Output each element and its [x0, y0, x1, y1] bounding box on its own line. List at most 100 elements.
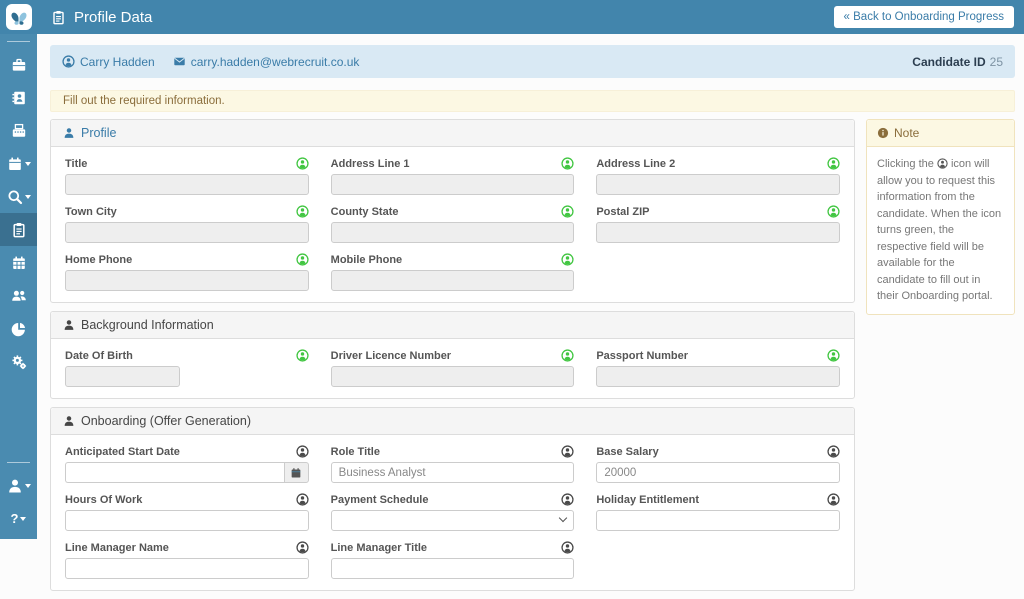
sidebar-item-contacts[interactable] — [0, 81, 37, 114]
onboarding-panel: Onboarding (Offer Generation) Anticipate… — [50, 407, 855, 591]
profile-panel-title: Profile — [81, 126, 116, 140]
field-base-salary: Base Salary — [596, 444, 840, 483]
sidebar-divider — [7, 41, 30, 42]
field-date-of-birth: Date Of Birth — [65, 348, 309, 387]
field-label: Address Line 1 — [331, 158, 410, 170]
app-logo[interactable] — [6, 4, 32, 30]
page-title: Profile Data — [74, 9, 152, 26]
request-info-icon[interactable] — [296, 493, 309, 506]
note-panel-heading: Note — [867, 120, 1014, 147]
request-info-icon[interactable] — [561, 541, 574, 554]
help-icon: ? — [11, 511, 19, 526]
user-circle-icon — [62, 55, 75, 68]
line-manager-title-input[interactable] — [331, 558, 575, 579]
topbar: Profile Data « Back to Onboarding Progre… — [37, 0, 1024, 34]
request-info-icon[interactable] — [296, 157, 309, 170]
sidebar-item-candidates[interactable] — [0, 279, 37, 312]
driver-licence-input — [331, 366, 575, 387]
county-state-input — [331, 222, 575, 243]
sidebar-item-onboarding-active[interactable] — [0, 213, 37, 246]
role-title-input[interactable] — [331, 462, 575, 483]
request-info-icon[interactable] — [827, 445, 840, 458]
field-label: Payment Schedule — [331, 494, 429, 506]
envelope-icon — [173, 55, 186, 68]
content-area: Carry Hadden carry.hadden@webrecruit.co.… — [37, 34, 1024, 539]
request-info-icon[interactable] — [827, 349, 840, 362]
date-of-birth-input — [65, 366, 180, 387]
butterfly-logo-icon — [9, 7, 29, 27]
request-info-icon[interactable] — [296, 349, 309, 362]
request-info-icon[interactable] — [561, 445, 574, 458]
holiday-entitlement-input[interactable] — [596, 510, 840, 531]
candidate-name: Carry Hadden — [80, 55, 155, 69]
request-info-icon[interactable] — [561, 205, 574, 218]
field-hours-of-work: Hours Of Work — [65, 492, 309, 531]
request-info-icon[interactable] — [296, 205, 309, 218]
field-label: Date Of Birth — [65, 350, 133, 362]
request-info-icon[interactable] — [827, 205, 840, 218]
sidebar-item-user-menu[interactable] — [0, 469, 37, 502]
candidate-info-bar: Carry Hadden carry.hadden@webrecruit.co.… — [50, 45, 1015, 78]
field-label: Hours Of Work — [65, 494, 142, 506]
field-role-title: Role Title — [331, 444, 575, 483]
background-panel-title: Background Information — [81, 318, 214, 332]
candidate-name-group: Carry Hadden — [62, 55, 155, 69]
sidebar-item-help-menu[interactable]: ? — [0, 502, 37, 535]
background-panel: Background Information Date Of Birth Dri… — [50, 311, 855, 399]
request-info-icon[interactable] — [827, 493, 840, 506]
sidebar-item-reports[interactable] — [0, 312, 37, 345]
candidate-id-label: Candidate ID — [912, 55, 985, 69]
anticipated-start-date-input[interactable] — [65, 462, 284, 483]
request-info-icon[interactable] — [561, 157, 574, 170]
field-label: Base Salary — [596, 446, 658, 458]
town-city-input — [65, 222, 309, 243]
request-info-icon[interactable] — [827, 157, 840, 170]
field-town-city: Town City — [65, 204, 309, 243]
request-info-icon[interactable] — [561, 493, 574, 506]
request-info-icon[interactable] — [561, 349, 574, 362]
sidebar-item-search-menu[interactable] — [0, 180, 37, 213]
calendar-icon — [290, 467, 302, 479]
calendar-grid-icon — [11, 255, 27, 271]
user-circle-icon — [937, 158, 948, 169]
logo-wrap — [0, 0, 37, 34]
field-address-line-2: Address Line 2 — [596, 156, 840, 195]
field-label: Holiday Entitlement — [596, 494, 699, 506]
caret-down-icon — [25, 162, 31, 166]
sidebar-item-jobs[interactable] — [0, 48, 37, 81]
forms-column: Profile Title Address Line 1 Addre — [50, 119, 855, 599]
request-info-icon[interactable] — [296, 253, 309, 266]
caret-down-icon — [20, 517, 26, 521]
field-label: Line Manager Title — [331, 542, 427, 554]
sidebar: ? — [0, 0, 37, 539]
line-manager-name-input[interactable] — [65, 558, 309, 579]
base-salary-input[interactable] — [596, 462, 840, 483]
sidebar-item-office[interactable] — [0, 114, 37, 147]
title-input — [65, 174, 309, 195]
field-label: Anticipated Start Date — [65, 446, 180, 458]
note-panel: Note Clicking the icon will allow you to… — [866, 119, 1015, 315]
sidebar-item-calendar-menu[interactable] — [0, 147, 37, 180]
profile-panel: Profile Title Address Line 1 Addre — [50, 119, 855, 303]
passport-number-input — [596, 366, 840, 387]
briefcase-icon — [11, 57, 27, 73]
calendar-icon — [7, 156, 23, 172]
request-info-icon[interactable] — [561, 253, 574, 266]
note-text-after: icon will allow you to request this info… — [877, 158, 1001, 302]
caret-down-icon — [25, 195, 31, 199]
users-icon — [11, 288, 27, 304]
info-circle-icon — [877, 127, 889, 139]
field-line-manager-title: Line Manager Title — [331, 540, 575, 579]
hours-of-work-input[interactable] — [65, 510, 309, 531]
sidebar-bottom: ? — [0, 455, 37, 539]
request-info-icon[interactable] — [296, 541, 309, 554]
date-picker-button[interactable] — [284, 462, 308, 483]
payment-schedule-select[interactable] — [331, 507, 575, 531]
address-book-icon — [11, 90, 27, 106]
request-info-icon[interactable] — [296, 445, 309, 458]
sidebar-item-schedule[interactable] — [0, 246, 37, 279]
sidebar-item-settings[interactable] — [0, 345, 37, 378]
payment-schedule-value[interactable] — [331, 510, 575, 531]
note-text-before: Clicking the — [877, 158, 934, 170]
back-to-onboarding-button[interactable]: « Back to Onboarding Progress — [834, 6, 1014, 28]
